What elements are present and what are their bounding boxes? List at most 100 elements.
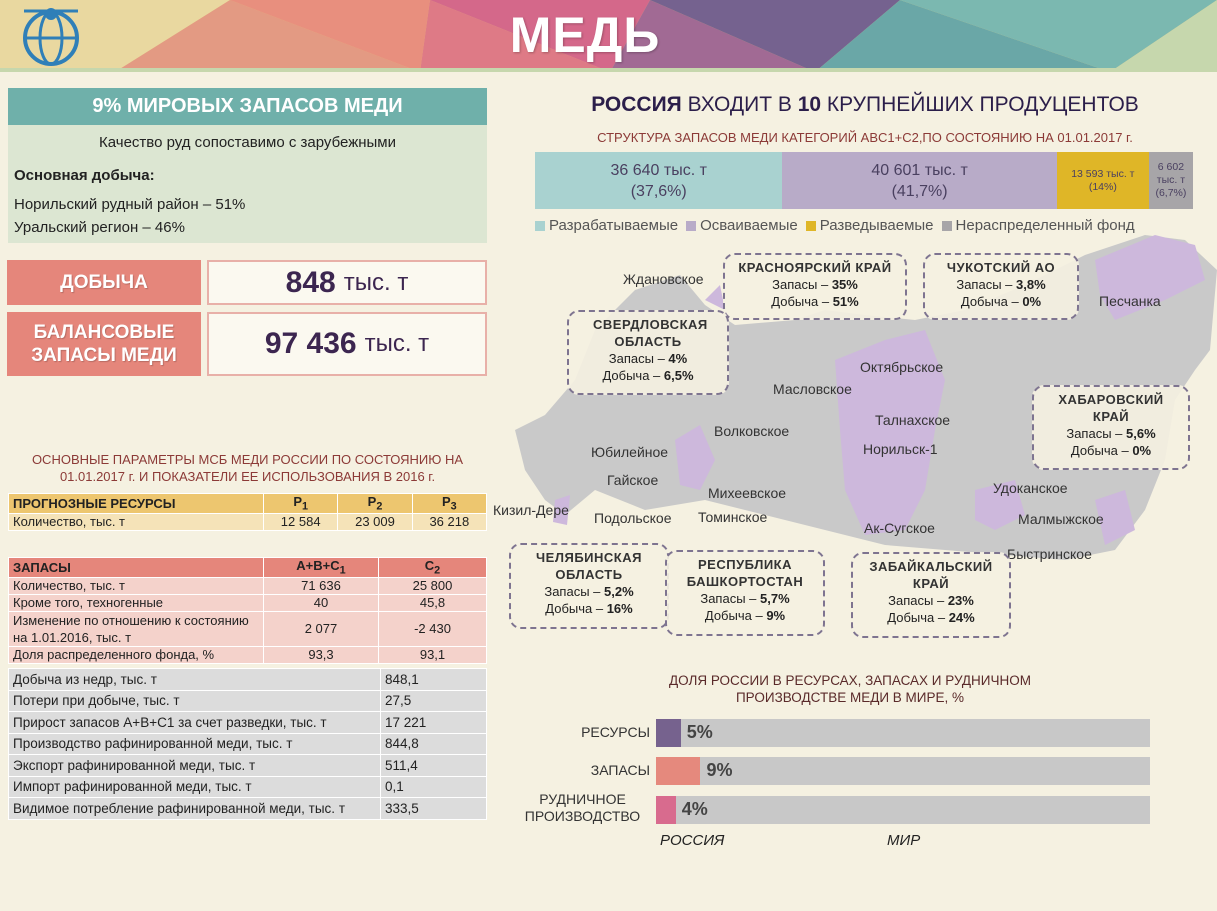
segment-percent: (6,7%)	[1155, 187, 1187, 199]
header-banner	[0, 0, 1217, 72]
structure-segment: 6 602 тыс. т (6,7%)	[1148, 152, 1193, 209]
table-row: Производство рафинированной меди, тыс. т…	[8, 732, 487, 755]
ore-quality-text: Качество руд сопоставимо с зарубежными	[99, 134, 396, 151]
chart-category-label: ЗАПАСЫ	[590, 762, 650, 778]
region-reserves: Запасы – 4%	[608, 351, 688, 366]
table-header-cell: ПРОГНОЗНЫЕ РЕСУРСЫ	[8, 493, 264, 514]
bar-value-label: 9%	[706, 760, 733, 780]
segment-percent: (37,6%)	[630, 182, 687, 200]
table-row: Экспорт рафинированной меди, тыс. т 511,4	[8, 754, 487, 777]
region-sverdlovsk: СВЕРДЛОВСКАЯ ОБЛАСТЬ Запасы – 4% Добыча …	[567, 310, 729, 395]
title-number: 10	[797, 93, 822, 116]
table-header-row: ЗАПАСЫ A+B+C1 C2	[8, 557, 487, 578]
table-header-cell: A+B+C1	[263, 557, 379, 578]
world-bar-production: 4%	[656, 796, 1150, 824]
table-cell: 848,1	[380, 668, 487, 691]
legend-item: Разведываемые	[805, 217, 934, 234]
table-row: Видимое потребление рафинированной меди,…	[8, 797, 487, 820]
region-name: РЕСПУБЛИКА БАШКОРТОСТАН	[686, 557, 804, 589]
table-header-cell: P1	[262, 493, 339, 514]
map-label: Октябрьское	[860, 359, 944, 375]
map-label: Михеевское	[708, 485, 787, 501]
legend-item: Разрабатываемые	[535, 217, 678, 234]
structure-legend: Разрабатываемые Осваиваемые Разведываемые Н…	[535, 217, 1205, 234]
table-header-cell: C2	[378, 557, 487, 578]
segment-value: 13 593 тыс. т	[1071, 167, 1135, 180]
chart-title: ДОЛЯ РОССИИ В РЕСУРСАХ, ЗАПАСАХ И РУДНИЧ…	[668, 673, 1032, 705]
region-krasnoyarsk: КРАСНОЯРСКИЙ КРАЙ Запасы – 35% Добыча – …	[723, 253, 907, 320]
balance-reserves-unit: тыс. т	[364, 330, 430, 357]
header-stripe	[0, 68, 1217, 72]
region-zabaikalsky: ЗАБАЙКАЛЬСКИЙ КРАЙ Запасы – 23% Добыча –…	[851, 552, 1011, 638]
legend-label: Разрабатываемые	[549, 217, 679, 234]
structure-segment: 40 601 тыс. т (41,7%)	[782, 152, 1057, 209]
region-name: ЧЕЛЯБИНСКАЯ ОБЛАСТЬ	[536, 550, 642, 582]
table-row: Количество, тыс. т 12 584 23 009 36 218	[8, 512, 488, 531]
legend-item: Осваиваемые	[686, 217, 798, 234]
table-header-cell: P2	[337, 493, 413, 514]
table-cell: 0,1	[380, 775, 487, 798]
table-cell: Потери при добыче, тыс. т	[8, 689, 381, 712]
legend-swatch	[805, 220, 816, 231]
title-part: ВХОДИТ В	[681, 93, 798, 116]
bar-value-label: 4%	[681, 799, 708, 819]
table-cell: 25 800	[378, 576, 487, 595]
structure-segment: 13 593 тыс. т (14%)	[1056, 152, 1149, 209]
table-row: Прирост запасов A+B+C1 за счет разведки,…	[8, 711, 487, 734]
world-bar-resources: 5%	[656, 719, 1150, 747]
russia-bar-resources	[656, 719, 681, 747]
map-label: Юбилейное	[591, 444, 669, 460]
legend-russia: РОССИЯ	[660, 832, 725, 849]
map-label: Гайское	[607, 472, 659, 488]
region-khabarovsk: ХАБАРОВСКИЙ КРАЙ Запасы – 5,6% Добыча – …	[1032, 385, 1190, 470]
table-header-cell: P3	[411, 493, 488, 514]
table-cell: -2 430	[378, 610, 487, 647]
bar-value-label: 5%	[686, 722, 713, 742]
legend-world: МИР	[887, 832, 921, 849]
production-value-box: 848 тыс. т	[207, 260, 487, 305]
table-row: Количество, тыс. т 71 636 25 800	[8, 576, 487, 595]
map-label: Подольское	[594, 510, 672, 526]
map-label: Удоканское	[993, 480, 1068, 496]
map-label: Волковское	[714, 423, 790, 439]
table-cell: 93,3	[263, 645, 379, 664]
table-row: Потери при добыче, тыс. т 27,5	[8, 689, 487, 712]
map-label: Ак-Сугское	[864, 520, 935, 536]
region-bashkortostan: РЕСПУБЛИКА БАШКОРТОСТАН Запасы – 5,7% До…	[665, 550, 825, 636]
table-cell: 17 221	[380, 711, 487, 734]
world-share-heading: 9% МИРОВЫХ ЗАПАСОВ МЕДИ	[8, 88, 487, 125]
segment-percent: (41,7%)	[891, 182, 948, 200]
table-cell: 511,4	[380, 754, 487, 777]
region-chukotka: ЧУКОТСКИЙ АО Запасы – 3,8% Добыча – 0%	[923, 253, 1079, 320]
table-cell: 2 077	[263, 610, 379, 647]
table-cell: Количество, тыс. т	[8, 576, 264, 595]
table-cell: 12 584	[262, 512, 339, 531]
region-name: СВЕРДЛОВСКАЯ ОБЛАСТЬ	[593, 317, 708, 349]
russia-bar-production	[656, 796, 676, 824]
russia-map: Ждановское Песчанка Октябрьское Масловск…	[493, 230, 1217, 650]
table-cell: Экспорт рафинированной меди, тыс. т	[8, 754, 381, 777]
map-label: Кизил-Дере	[493, 502, 569, 518]
table-cell: 45,8	[378, 593, 487, 612]
reserves-info-box: Качество руд сопоставимо с зарубежными О…	[8, 125, 487, 243]
map-label: Норильск-1	[863, 441, 938, 457]
region-production: Добыча – 0%	[1070, 443, 1152, 458]
table-cell: Прирост запасов A+B+C1 за счет разведки,…	[8, 711, 381, 734]
table-cell: 333,5	[380, 797, 487, 820]
params-title: ОСНОВНЫЕ ПАРАМЕТРЫ МСБ МЕДИ РОССИИ ПО СО…	[31, 452, 464, 484]
table-row: Кроме того, техногенные 40 45,8	[8, 593, 487, 612]
legend-swatch	[535, 220, 545, 231]
table-cell: Доля распределенного фонда, %	[8, 645, 264, 664]
page-title: МЕДЬ	[509, 7, 661, 63]
region-reserves: Запасы – 35%	[772, 277, 858, 292]
map-label: Быстринское	[1007, 546, 1092, 562]
production-label: ДОБЫЧА	[7, 260, 201, 305]
region-name: ЗАБАЙКАЛЬСКИЙ КРАЙ	[869, 559, 993, 591]
table-header-cell: ЗАПАСЫ	[8, 557, 264, 578]
balance-reserves-value: 97 436	[264, 327, 357, 360]
region-production: Добыча – 9%	[704, 608, 786, 623]
region-name: КРАСНОЯРСКИЙ КРАЙ	[738, 260, 892, 275]
region-production: Добыча – 24%	[887, 610, 975, 625]
region-production: Добыча – 16%	[545, 601, 633, 616]
table-cell: 40	[263, 593, 379, 612]
